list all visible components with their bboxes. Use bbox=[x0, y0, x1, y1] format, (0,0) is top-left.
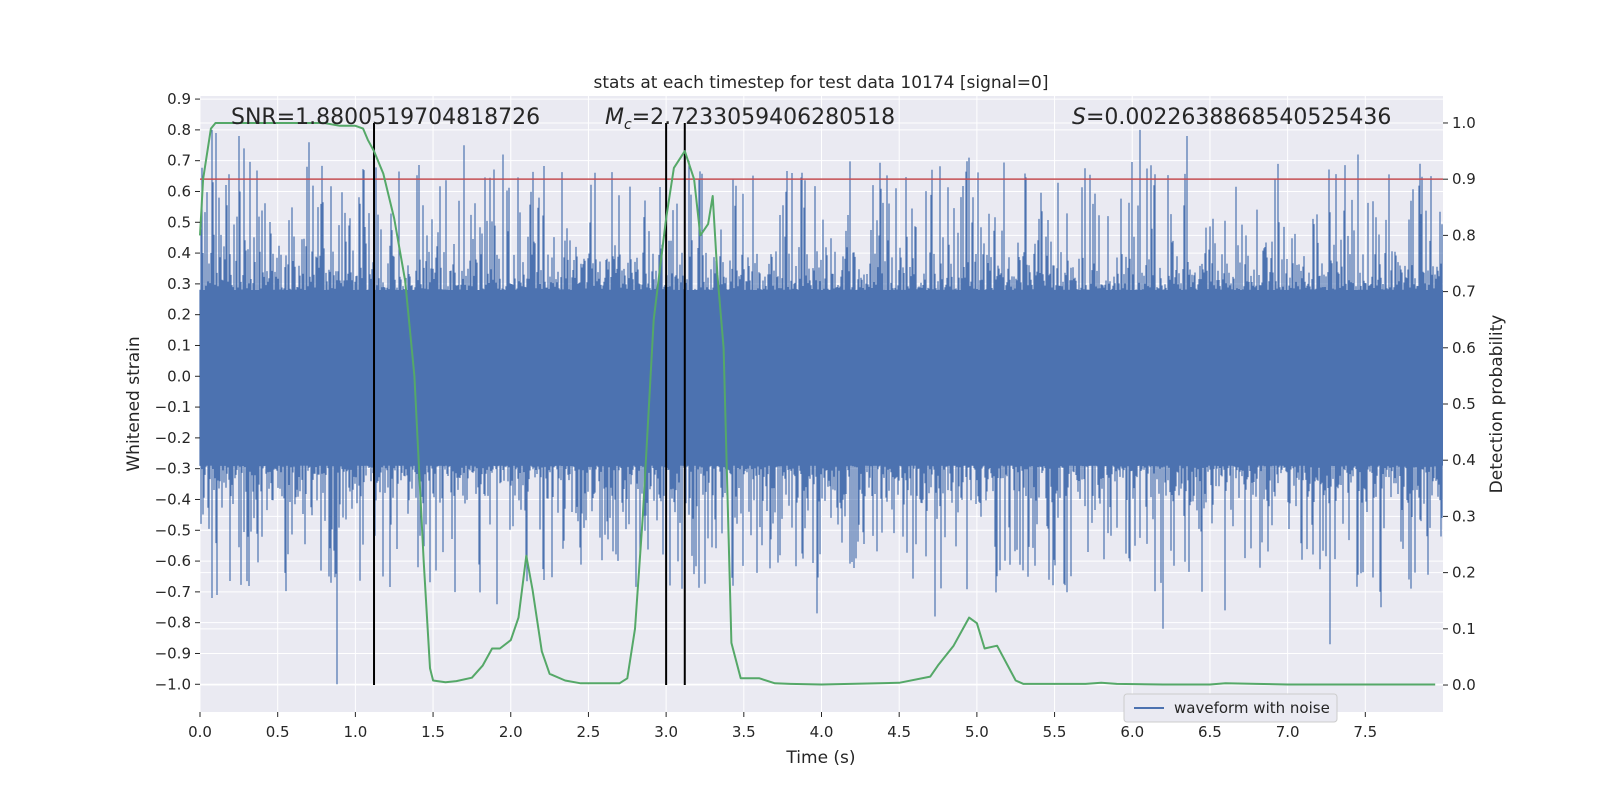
legend-label-waveform: waveform with noise bbox=[1174, 699, 1330, 717]
y-axis-label-right: Detection probability bbox=[1487, 315, 1507, 494]
y-left-tick-label-18: −0.9 bbox=[155, 644, 191, 662]
waveform-layer bbox=[199, 129, 1443, 685]
y-right-tick-label-9: 0.1 bbox=[1452, 620, 1476, 638]
y-left-tick-label-6: 0.3 bbox=[167, 275, 191, 293]
legend-box bbox=[1123, 693, 1338, 723]
y-left-tick-label-11: −0.2 bbox=[155, 429, 191, 447]
snr-annotation: SNR=1.8800519704818726 bbox=[231, 105, 540, 130]
y-right-tick-label-3: 0.7 bbox=[1452, 283, 1476, 301]
x-tick-label-8: 4.0 bbox=[810, 723, 834, 741]
y-right-tick-label-8: 0.2 bbox=[1452, 564, 1476, 582]
y-right-tick-label-5: 0.5 bbox=[1452, 395, 1476, 413]
y-left-tick-label-5: 0.4 bbox=[167, 244, 191, 262]
y-left-tick-label-8: 0.1 bbox=[167, 336, 191, 354]
x-tick-label-13: 6.5 bbox=[1198, 723, 1222, 741]
x-tick-label-5: 2.5 bbox=[577, 723, 601, 741]
y-left-tick-label-7: 0.2 bbox=[167, 306, 191, 324]
tick-layer: 0.0 0.5 1.0 1.5 2.0 2.5 3.0 3.5 4.0 4.5 5.0 5.5 6.0 6… bbox=[155, 90, 1476, 741]
y-left-tick-label-13: −0.4 bbox=[155, 490, 191, 508]
waveform-with-noise-line bbox=[199, 129, 1443, 685]
x-tick-label-15: 7.5 bbox=[1353, 723, 1377, 741]
y-left-tick-label-12: −0.3 bbox=[155, 460, 191, 478]
x-axis-label: Time (s) bbox=[785, 748, 855, 768]
y-left-tick-label-4: 0.5 bbox=[167, 213, 191, 231]
y-left-tick-label-19: −1.0 bbox=[155, 675, 191, 693]
y-right-tick-label-10: 0.0 bbox=[1452, 676, 1476, 694]
x-tick-label-2: 1.0 bbox=[343, 723, 367, 741]
chart-title: stats at each timestep for test data 101… bbox=[594, 73, 1049, 93]
probability-layer bbox=[199, 122, 1436, 686]
y-right-tick-label-4: 0.6 bbox=[1452, 339, 1476, 357]
x-tick-label-12: 6.0 bbox=[1120, 723, 1144, 741]
x-tick-label-4: 2.0 bbox=[499, 723, 523, 741]
legend: waveform with noise bbox=[1123, 693, 1338, 723]
y-left-tick-label-3: 0.6 bbox=[167, 182, 191, 200]
y-right-tick-label-6: 0.4 bbox=[1452, 451, 1476, 469]
y-right-tick-label-2: 0.8 bbox=[1452, 226, 1476, 244]
y-left-tick-label-2: 0.7 bbox=[167, 152, 191, 170]
x-tick-label-10: 5.0 bbox=[965, 723, 989, 741]
s-annotation: S=0.0022638868540525436 bbox=[1072, 105, 1391, 130]
y-left-tick-label-14: −0.5 bbox=[155, 521, 191, 539]
x-tick-label-3: 1.5 bbox=[421, 723, 445, 741]
detection-probability-line bbox=[199, 122, 1436, 686]
x-tick-label-14: 7.0 bbox=[1276, 723, 1300, 741]
y-left-tick-label-1: 0.8 bbox=[167, 121, 191, 139]
x-tick-label-7: 3.5 bbox=[732, 723, 756, 741]
y-left-tick-label-0: 0.9 bbox=[167, 90, 191, 108]
y-left-tick-label-17: −0.8 bbox=[155, 614, 191, 632]
x-tick-label-9: 4.5 bbox=[887, 723, 911, 741]
y-right-tick-label-7: 0.3 bbox=[1452, 507, 1476, 525]
y-left-tick-label-16: −0.7 bbox=[155, 583, 191, 601]
y-axis-label-left: Whitened strain bbox=[124, 336, 144, 471]
y-left-tick-label-10: −0.1 bbox=[155, 398, 191, 416]
y-left-tick-label-15: −0.6 bbox=[155, 552, 191, 570]
x-tick-label-6: 3.0 bbox=[654, 723, 678, 741]
y-right-tick-label-1: 0.9 bbox=[1452, 170, 1476, 188]
y-right-tick-label-0: 1.0 bbox=[1452, 114, 1476, 132]
x-tick-label-1: 0.5 bbox=[266, 723, 290, 741]
x-tick-label-11: 5.5 bbox=[1043, 723, 1067, 741]
x-tick-label-0: 0.0 bbox=[188, 723, 212, 741]
y-left-tick-label-9: 0.0 bbox=[167, 367, 191, 385]
mc-annotation: Mc=2.7233059406280518 bbox=[605, 105, 895, 133]
